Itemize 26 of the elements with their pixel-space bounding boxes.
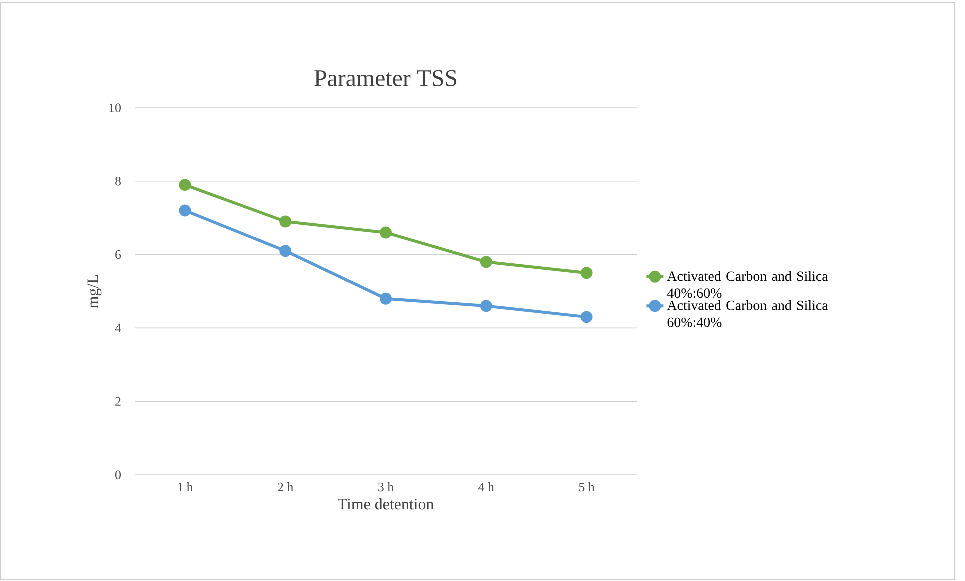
x-tick-label: 4 h — [478, 482, 494, 492]
point — [179, 204, 192, 217]
point — [580, 267, 593, 280]
point — [380, 226, 392, 239]
y-tick-label: 10 — [110, 104, 121, 112]
x-tick-label: 1 h — [178, 482, 194, 492]
y-tick-label: 6 — [116, 250, 122, 260]
y-tick-label: 2 — [116, 397, 121, 406]
x-tick-label: 2 h — [278, 482, 294, 492]
legend-label: Activated Carbon and Silica 60%:40% — [667, 300, 828, 328]
x-tick-label: 3 h — [378, 482, 394, 492]
y-tick-label: 8 — [116, 177, 121, 186]
y-tick-label: 4 — [115, 324, 122, 332]
point — [480, 300, 492, 312]
point — [380, 292, 392, 305]
legend-label: Activated Carbon and Silica 40%:60% — [667, 271, 828, 298]
x-axis-title: Time detention — [338, 498, 434, 510]
point — [480, 256, 492, 268]
chart-title: Parameter TSS — [314, 70, 457, 86]
y-axis-title: mg/L — [88, 275, 102, 308]
x-tick-label: 5 h — [579, 482, 595, 492]
point — [280, 216, 292, 228]
y-tick-label: 0 — [116, 470, 121, 480]
point — [280, 245, 292, 258]
point — [580, 311, 593, 324]
point — [179, 179, 192, 192]
